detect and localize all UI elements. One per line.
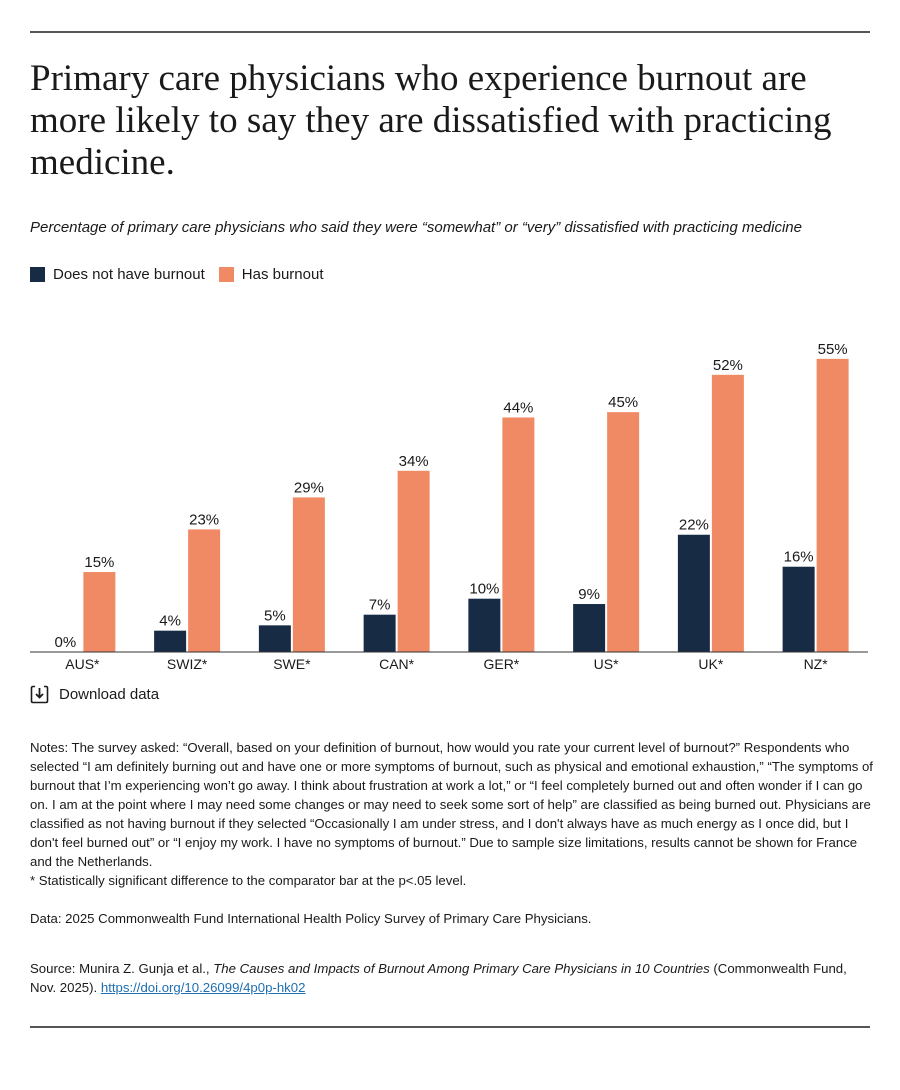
bar-no-burnout-swe	[258, 625, 291, 652]
data-label-has-burnout-uk: 52%	[713, 357, 743, 374]
notes: Notes: The survey asked: “Overall, based…	[30, 738, 875, 890]
data-label-no-burnout-ger: 10%	[469, 581, 499, 598]
bar-has-burnout-swe	[292, 497, 325, 652]
bar-has-burnout-us	[607, 412, 640, 652]
x-tick-label: GER*	[483, 656, 519, 672]
notes-text: Notes: The survey asked: “Overall, based…	[30, 740, 873, 869]
chart-subtitle: Percentage of primary care physicians wh…	[30, 219, 802, 236]
x-tick-label: SWE*	[273, 656, 311, 672]
data-label-has-burnout-aus: 15%	[84, 554, 114, 571]
bar-has-burnout-swiz	[188, 529, 221, 652]
chart-title: Primary care physicians who experience b…	[30, 58, 832, 183]
data-label-has-burnout-can: 34%	[399, 453, 429, 470]
x-tick-label: AUS*	[65, 656, 100, 672]
bar-no-burnout-can	[363, 614, 396, 652]
bar-no-burnout-uk	[677, 534, 710, 652]
x-tick-label: NZ*	[804, 656, 829, 672]
bar-has-burnout-can	[397, 470, 430, 652]
legend: Does not have burnout Has burnout	[30, 266, 338, 283]
legend-label-no-burnout: Does not have burnout	[53, 266, 205, 283]
bar-no-burnout-nz	[782, 566, 815, 652]
download-label: Download data	[59, 686, 160, 703]
legend-item-has-burnout: Has burnout	[218, 266, 324, 283]
bar-has-burnout-ger	[502, 417, 535, 652]
x-tick-label: UK*	[698, 656, 723, 672]
legend-item-no-burnout: Does not have burnout	[30, 266, 205, 283]
bar-no-burnout-us	[573, 604, 606, 652]
data-label-no-burnout-swe: 5%	[264, 607, 286, 624]
top-rule	[30, 31, 870, 33]
data-label-has-burnout-us: 45%	[608, 394, 638, 411]
data-label-no-burnout-swiz: 4%	[159, 613, 181, 630]
source-suffix: (Commonwealth Fund, Nov. 2025).	[30, 961, 847, 995]
data-label-has-burnout-ger: 44%	[503, 399, 533, 416]
source-title: The Causes and Impacts of Burnout Among …	[213, 961, 710, 976]
data-label-no-burnout-aus: 0%	[55, 634, 77, 651]
legend-swatch-no-burnout	[30, 267, 45, 282]
data-label-no-burnout-nz: 16%	[784, 549, 814, 566]
source-prefix: Source: Munira Z. Gunja et al.,	[30, 961, 214, 976]
bar-no-burnout-swiz	[154, 630, 187, 652]
source-doi-link[interactable]: https://doi.org/10.26099/4p0p-hk02	[100, 980, 306, 995]
data-label-no-burnout-uk: 22%	[679, 517, 709, 534]
download-data-button[interactable]: Download data	[30, 685, 159, 704]
data-source: Data: 2025 Commonwealth Fund Internation…	[30, 911, 592, 926]
data-label-has-burnout-swe: 29%	[294, 479, 324, 496]
bottom-rule	[30, 1026, 870, 1028]
bar-has-burnout-nz	[816, 358, 849, 652]
bar-has-burnout-uk	[711, 374, 744, 652]
bar-has-burnout-aus	[83, 572, 116, 652]
bar-no-burnout-ger	[468, 598, 501, 652]
download-icon	[30, 685, 49, 704]
x-tick-label: SWIZ*	[167, 656, 208, 672]
bar-chart: 0% 15% AUS* 4% 23% SWIZ* 5% 29% SWE* 7% 34% CAN* 10%…	[30, 341, 868, 672]
data-label-no-burnout-can: 7%	[369, 597, 391, 614]
x-tick-label: US*	[594, 656, 619, 672]
data-label-has-burnout-swiz: 23%	[189, 511, 219, 528]
legend-swatch-has-burnout	[218, 267, 234, 282]
data-label-has-burnout-nz: 55%	[818, 341, 848, 358]
significance-note: * Statistically significant difference t…	[30, 873, 467, 888]
legend-label-has-burnout: Has burnout	[241, 266, 324, 283]
source-citation: Source: Munira Z. Gunja et al., The Caus…	[30, 959, 875, 997]
data-label-no-burnout-us: 9%	[578, 586, 600, 603]
x-tick-label: CAN*	[379, 656, 415, 672]
